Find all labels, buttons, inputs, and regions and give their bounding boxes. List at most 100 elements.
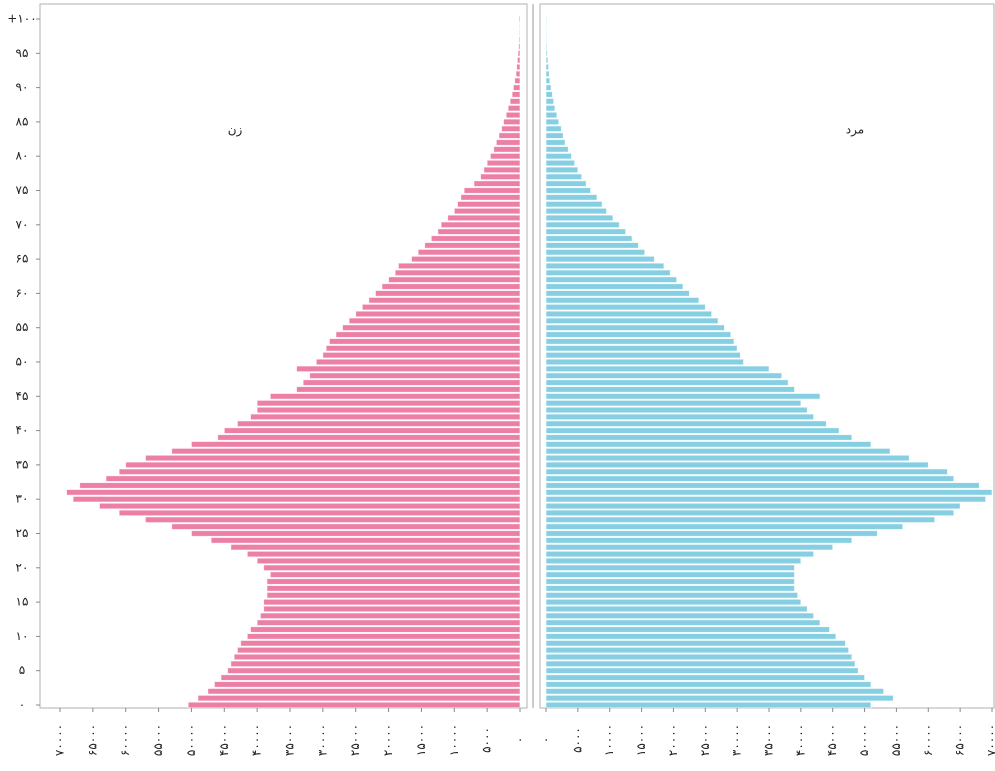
bar — [545, 331, 732, 338]
bar — [545, 173, 583, 180]
bar — [220, 674, 521, 681]
bar — [266, 592, 521, 599]
bar — [507, 104, 521, 112]
bar — [545, 372, 783, 379]
bar — [233, 653, 521, 661]
bar — [348, 317, 521, 325]
bar — [545, 63, 549, 71]
bar — [197, 694, 521, 702]
bar — [375, 290, 521, 297]
x-tick-label: ۶۰۰۰۰ — [118, 724, 132, 756]
bar — [545, 660, 856, 668]
x-tick-label: ۶۵۰۰۰ — [85, 724, 99, 756]
bar — [545, 262, 665, 270]
x-tick-label: ۰ — [513, 737, 527, 743]
bar — [545, 420, 827, 427]
bar — [513, 84, 521, 91]
bar — [545, 640, 846, 647]
bar — [125, 461, 521, 469]
bar — [368, 297, 521, 304]
bar — [230, 660, 521, 668]
bar — [66, 489, 521, 496]
x-tick-label: ۲۰۰۰۰ — [666, 724, 680, 756]
bar — [266, 578, 521, 585]
bar — [545, 104, 556, 112]
bar — [430, 235, 521, 242]
x-tick-label: ۰ — [539, 737, 553, 743]
bar — [545, 619, 821, 626]
y-tick-label: ۰ — [19, 698, 25, 712]
bar — [545, 516, 936, 523]
y-tick-label: ۷۵ — [16, 183, 29, 197]
bar — [545, 249, 646, 256]
bar — [256, 399, 521, 407]
bar — [411, 255, 521, 263]
bar — [545, 537, 853, 544]
bar — [545, 365, 770, 373]
bar — [493, 146, 521, 153]
bar — [518, 43, 521, 50]
bar — [516, 63, 521, 71]
bar — [545, 235, 633, 242]
x-tick-label: ۴۰۰۰۰ — [250, 724, 264, 756]
y-tick-label: ۱۰ — [16, 629, 29, 643]
bar — [545, 317, 719, 325]
bar — [545, 338, 735, 345]
bar — [263, 605, 521, 613]
bar — [256, 619, 521, 626]
bar — [260, 612, 521, 620]
bar — [545, 646, 850, 654]
bar — [545, 592, 799, 599]
bar — [545, 578, 795, 585]
bar — [545, 605, 808, 613]
bar — [355, 310, 521, 318]
bar — [545, 681, 872, 688]
bar — [545, 358, 744, 366]
bar — [302, 379, 521, 386]
x-tick-label: ۳۵۰۰۰ — [283, 724, 297, 756]
bar — [237, 420, 521, 427]
bar — [545, 393, 821, 400]
bar — [246, 633, 521, 640]
x-tick-label: ۲۰۰۰۰ — [381, 724, 395, 756]
bar — [545, 468, 948, 475]
bar — [545, 221, 620, 228]
bar — [381, 283, 521, 290]
bar — [483, 166, 521, 174]
bar — [437, 228, 521, 235]
bar — [545, 228, 627, 235]
bar — [296, 365, 521, 373]
bar — [545, 255, 655, 263]
x-tick-label: ۴۵۰۰۰ — [825, 724, 839, 756]
bar — [545, 694, 894, 702]
y-tick-label: ۷۰ — [16, 217, 29, 231]
x-tick-label: ۶۰۰۰۰ — [921, 724, 935, 756]
y-tick-label: ۲۰ — [16, 560, 29, 574]
bar — [171, 523, 521, 530]
bar — [72, 495, 521, 503]
bar — [545, 585, 795, 592]
bar — [240, 640, 521, 647]
bar — [505, 111, 521, 119]
bar — [545, 495, 987, 503]
bar — [256, 557, 521, 565]
y-tick-label: ۶۵ — [16, 252, 29, 266]
bar — [145, 454, 521, 462]
bar — [545, 571, 795, 578]
bar — [309, 372, 521, 379]
bar — [545, 303, 706, 311]
bar — [545, 447, 891, 455]
bar — [545, 297, 700, 304]
x-tick-label: ۱۰۰۰۰ — [602, 724, 616, 756]
bar — [79, 482, 521, 489]
bar — [545, 509, 955, 517]
bar — [545, 379, 789, 386]
x-tick-label: ۷۰۰۰۰ — [53, 724, 67, 756]
bar — [361, 303, 521, 311]
bar — [545, 557, 802, 565]
bar — [545, 653, 853, 661]
bar — [545, 502, 961, 510]
bar — [545, 98, 555, 105]
bar — [440, 221, 521, 228]
